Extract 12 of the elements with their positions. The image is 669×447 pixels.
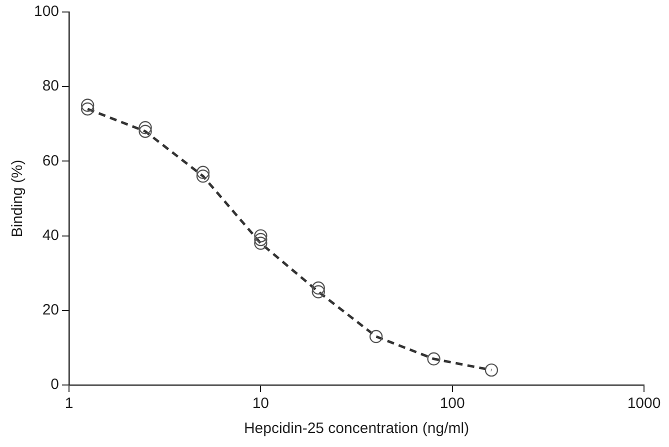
x-axis-title: Hepcidin-25 concentration (ng/ml) xyxy=(244,420,470,438)
y-tick-label: 20 xyxy=(42,302,60,319)
y-tick-label: 60 xyxy=(42,152,60,170)
y-axis-title: Binding (%) xyxy=(9,160,26,238)
x-tick-label: 100 xyxy=(440,395,465,412)
y-tick-label: 80 xyxy=(42,78,60,95)
x-tick-label: 10 xyxy=(252,395,270,412)
x-tick-label: 1000 xyxy=(627,395,661,412)
y-tick-label: 0 xyxy=(50,376,60,394)
y-tick-label: 40 xyxy=(42,226,60,244)
x-tick-label: 1 xyxy=(64,395,74,412)
y-tick-label: 100 xyxy=(34,3,60,20)
